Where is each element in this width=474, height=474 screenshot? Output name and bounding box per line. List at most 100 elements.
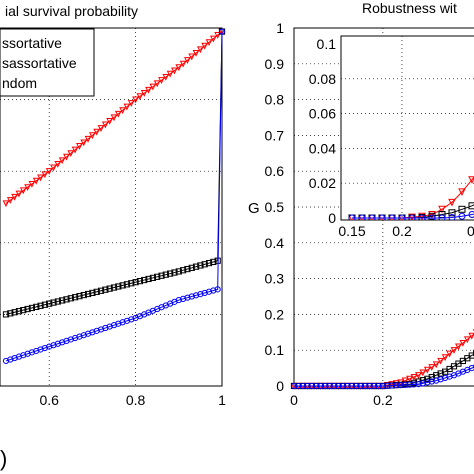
left-series-0-point [6,197,14,204]
left-series-0-point [80,139,88,147]
right-chart-title: Robustness wit [362,0,457,16]
left-series-1-point [205,259,213,267]
left-series-2-point [184,294,191,301]
left-series-1-point [210,258,217,265]
inset-y-tick-label: 0.06 [309,106,336,122]
left-series-2-point [197,291,204,298]
left-series-1-point [154,273,161,280]
left-series-2-point [180,295,187,302]
inset-series-2-point [468,211,474,219]
left-series-1-point [106,285,113,292]
right-series-2-point [428,378,435,385]
left-series-1-point [2,311,10,318]
left-series-1-point [28,304,36,312]
inset-series-2-point [418,214,426,220]
left-series-1-point [119,282,126,289]
left-series-1-point [84,290,92,298]
legend-entry-3: ndom [2,75,37,91]
inset-series-0-point [418,212,426,220]
inset-y-tick-label: 0.04 [309,140,336,156]
right-y-tick-label: 0.9 [265,56,285,72]
right-series-2-point [362,382,369,390]
right-series-0-point [410,373,418,381]
inset-y-ticks: 0 0.02 0.04 0.06 0.08 0.1 [309,36,336,226]
left-series-1-point [188,264,195,271]
right-series-2-point [330,382,338,390]
right-series-2-point [304,382,311,390]
left-series-0-point [149,83,157,91]
right-y-tick-label: 0.8 [265,92,285,108]
inset-y-tick-label: 0.08 [309,71,336,87]
right-series-0-point [419,369,427,377]
left-series-1-point [89,289,96,297]
left-series-1-point [67,295,74,302]
left-series-1-point [167,270,174,277]
left-series-0-point [101,121,109,129]
right-x-tick-label: 0.2 [373,392,393,408]
left-legend: ssortative sassortative ndom [0,28,95,97]
inset-series-0-point [458,188,466,197]
left-grid [0,28,222,386]
left-series-0-point [58,157,66,165]
left-series-1-point [171,269,178,276]
inset-series-2-point [378,214,386,220]
right-series-0-point [401,377,409,385]
left-series-0-point [162,73,170,81]
inset-x-tick-label: 0.2 [392,223,412,239]
left-series-1-point [184,265,191,273]
right-series-0-point [406,375,413,383]
right-series-2-point [379,382,386,390]
left-series-0-point [32,177,40,185]
right-series-2-point [326,382,333,390]
left-series-0-point [50,164,57,172]
left-series-1-point [162,271,169,278]
inset-series-2-line [352,213,474,219]
right-series-2-point [402,381,409,388]
left-series-1-point [24,305,31,313]
right-series-2-point [317,382,324,390]
right-series-2-point [308,382,315,390]
right-y-tick-label: 0.3 [265,271,285,287]
right-y-tick-label: 0.1 [265,342,285,358]
inset-series-2-point [348,214,356,220]
right-series-1-point [468,352,474,359]
inset-y-tick-label: 0.1 [317,36,337,52]
right-series-1-point [437,370,444,377]
left-series-1-point [192,263,200,270]
left-series-1-point [33,303,40,310]
left-series-0-point [214,32,222,39]
left-series-0-line [5,31,223,204]
inset-series-group [348,176,474,220]
left-series-0-point [11,193,19,201]
right-y-ticks: 0 0.1 0.2 0.3 0.4 0.5 0.6 0.7 0.8 0.9 1 [265,20,285,394]
inset-series-2-point [388,214,396,220]
inset-y-tick-label: 0 [328,210,336,226]
right-series-0-point [455,343,462,351]
inset-series-2-point [448,213,456,220]
left-series-1-point [50,299,57,306]
inset-grid [341,36,474,220]
left-series-0-point [63,153,70,161]
right-x-ticks: 00.20 [290,392,393,408]
inset-x-tick-label: 0.2 [467,223,474,239]
left-series-0-point [67,150,75,158]
left-series-0-point [196,46,204,54]
left-x-tick-label: 0.8 [126,392,146,408]
right-series-2-point [313,382,320,390]
right-series-0-point [423,366,431,374]
right-y-tick-label: 1 [276,20,284,36]
right-panel: Robustness wit 0 0.1 0.2 0.3 0.4 0.5 0.6 0.7 0.8… [248,0,474,408]
left-series-1-point [110,284,118,291]
left-series-1-point [102,286,109,293]
left-series-0-point [76,143,83,150]
inset-series-2-point [438,214,446,220]
right-series-2-point [370,382,378,390]
inset-series-0-point [408,213,416,220]
left-series-1-point [197,262,204,269]
right-series-2-point [348,382,355,390]
legend-entry-2: sassortative [2,55,77,71]
inset-series-0-point [428,211,436,219]
left-series-0-point [110,114,118,122]
right-series-2-point [415,381,422,388]
inset-frame [340,35,474,221]
